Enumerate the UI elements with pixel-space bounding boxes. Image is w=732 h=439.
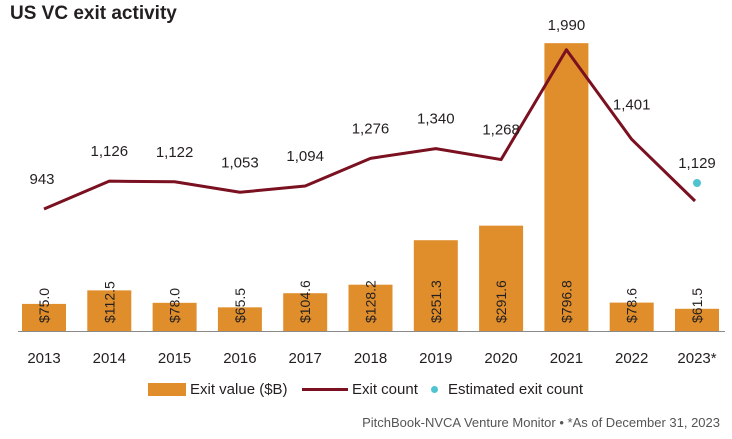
legend-item-exit-value: Exit value ($B)	[148, 381, 288, 398]
bar-2016	[217, 307, 262, 331]
x-tick-label-2020: 2020	[484, 350, 517, 367]
bar-2022	[609, 302, 654, 331]
bar-value-label-2019: $251.3	[428, 280, 444, 323]
bar-value-label-2017: $104.6	[297, 280, 313, 323]
bar-value-label-2020: $291.6	[493, 280, 509, 323]
x-tick-label-2015: 2015	[158, 350, 191, 367]
line-value-label-2014: 1,126	[91, 143, 129, 160]
x-tick-label-2014: 2014	[93, 350, 126, 367]
bar-2014	[87, 290, 132, 331]
estimated-point-2023*	[693, 179, 701, 187]
bar-labels-layer: $75.0 $112.5 $78.0 $65.5 $104.6 $128.2 $251.3 $…	[36, 280, 705, 323]
bar-value-label-2013: $75.0	[36, 288, 52, 323]
line-labels-layer: 943 1,126 1,122 1,053 1,094 1,276 1,340 1,268 1,…	[29, 17, 715, 188]
chart-plot: $75.0 $112.5 $78.0 $65.5 $104.6 $128.2 $251.3 $…	[18, 17, 725, 367]
x-axis: 2013 2014 2015 2016 2017 2018 2019 2020 2021 2022…	[18, 331, 725, 367]
x-tick-label-2023*: 2023*	[677, 350, 716, 367]
bar-2013	[22, 303, 66, 331]
chart-title: US VC exit activity	[10, 3, 177, 24]
bar-value-label-2015: $78.0	[167, 288, 183, 323]
x-tick-label-2021: 2021	[550, 350, 583, 367]
line-value-label-2021: 1,990	[548, 17, 586, 34]
line-value-label-2020: 1,268	[482, 122, 520, 139]
bars-layer	[22, 43, 719, 331]
line-value-label-2016: 1,053	[221, 154, 259, 171]
line-value-label-2013: 943	[29, 171, 54, 188]
line-value-label-2017: 1,094	[286, 148, 324, 165]
legend-item-exit-count: Exit count	[302, 381, 418, 398]
line-value-label-2015: 1,122	[156, 144, 194, 161]
line-value-label-2022: 1,401	[613, 96, 651, 113]
bar-2020	[479, 225, 524, 331]
legend-item-estimated: Estimated exit count	[431, 381, 583, 398]
estimated-value-label-2023*: 1,129	[678, 155, 716, 172]
bar-2023*	[675, 308, 719, 331]
bar-value-label-2021: $796.8	[558, 280, 574, 323]
exit-count-line	[43, 48, 697, 211]
bar-2021	[544, 43, 589, 331]
bar-value-label-2016: $65.5	[232, 288, 248, 323]
legend-swatch-bar	[148, 383, 186, 396]
line-value-label-2019: 1,340	[417, 111, 455, 128]
bar-2015	[152, 302, 197, 331]
line-layer	[43, 48, 701, 211]
legend-label-exit-count: Exit count	[352, 381, 418, 398]
legend: Exit value ($B) Exit count Estimated exi…	[0, 381, 732, 403]
x-tick-label-2016: 2016	[223, 350, 256, 367]
bar-value-label-2022: $78.6	[624, 288, 640, 323]
x-tick-label-2022: 2022	[615, 350, 648, 367]
bar-2017	[283, 293, 328, 331]
source-note: PitchBook-NVCA Venture Monitor • *As of …	[362, 415, 720, 430]
bar-value-label-2014: $112.5	[101, 281, 117, 323]
x-tick-label-2013: 2013	[27, 350, 60, 367]
legend-swatch-line	[302, 388, 348, 391]
line-value-label-2018: 1,276	[352, 120, 390, 137]
legend-label-exit-value: Exit value ($B)	[190, 381, 288, 398]
bar-value-label-2018: $128.2	[363, 280, 379, 323]
x-tick-label-2018: 2018	[354, 350, 387, 367]
legend-swatch-dot	[431, 386, 438, 393]
x-tick-label-2017: 2017	[289, 350, 322, 367]
bar-2018	[348, 284, 393, 331]
bar-value-label-2023*: $61.5	[689, 288, 705, 323]
bar-2019	[413, 240, 458, 331]
x-tick-label-2019: 2019	[419, 350, 452, 367]
legend-label-estimated: Estimated exit count	[448, 381, 584, 398]
